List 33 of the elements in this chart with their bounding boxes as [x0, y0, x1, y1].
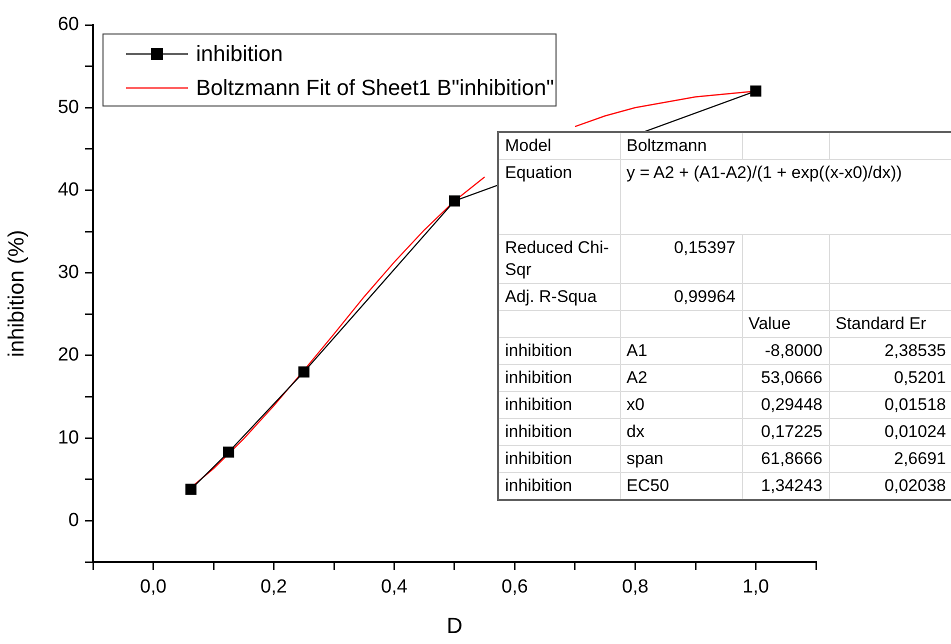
- y-tick-label: 30: [58, 262, 79, 284]
- x-tick-label: 0,4: [381, 576, 408, 598]
- point: [223, 446, 234, 458]
- text: inhibition x0 0,29448 0,01518: [505, 395, 946, 414]
- x-tick-label: 0,6: [502, 576, 528, 598]
- legend-label: Boltzmann Fit of Sheet1 B"inhibition": [196, 75, 554, 100]
- text: inhibition dx 0,17225 0,01024: [505, 422, 946, 441]
- y-tick-label: 50: [58, 96, 79, 118]
- y-tick-label: 0: [68, 510, 79, 531]
- text: Value Standard Er: [748, 314, 926, 333]
- x-axis-title: D: [446, 612, 462, 638]
- text: inhibition span 61,8666 2,6691: [505, 449, 946, 468]
- text: Model Boltzmann: [505, 136, 707, 155]
- x-tick-label: 0,0: [140, 576, 166, 598]
- y-tick-label: 20: [58, 344, 79, 366]
- text: inhibition A1 -8,8000 2,38535: [505, 341, 946, 360]
- text: inhibition EC50 1,34243 0,02038: [505, 476, 946, 495]
- point: [185, 484, 196, 495]
- text: Equation y = A2 + (A1-A2)/(1 + exp((x-x0)/dx)): [505, 163, 902, 182]
- text: Adj. R-Squa 0,99964: [505, 287, 736, 306]
- point: [298, 366, 310, 378]
- text: inhibition A2 53,0666 0,5201: [505, 368, 946, 387]
- legend-label: inhibition: [196, 41, 283, 66]
- x-tick-label: 0,2: [260, 576, 287, 598]
- y-tick-label: 10: [58, 427, 79, 448]
- text: Reduced Chi-Sqr 0,15397: [505, 238, 736, 279]
- y-tick-label: 60: [58, 14, 79, 36]
- y-axis-title: inhibition (%): [3, 230, 28, 358]
- point: [750, 86, 762, 97]
- x-tick-label: 1,0: [742, 576, 769, 598]
- point: [448, 195, 460, 207]
- x-tick-label: 0,8: [622, 576, 648, 598]
- y-tick-label: 40: [58, 179, 79, 200]
